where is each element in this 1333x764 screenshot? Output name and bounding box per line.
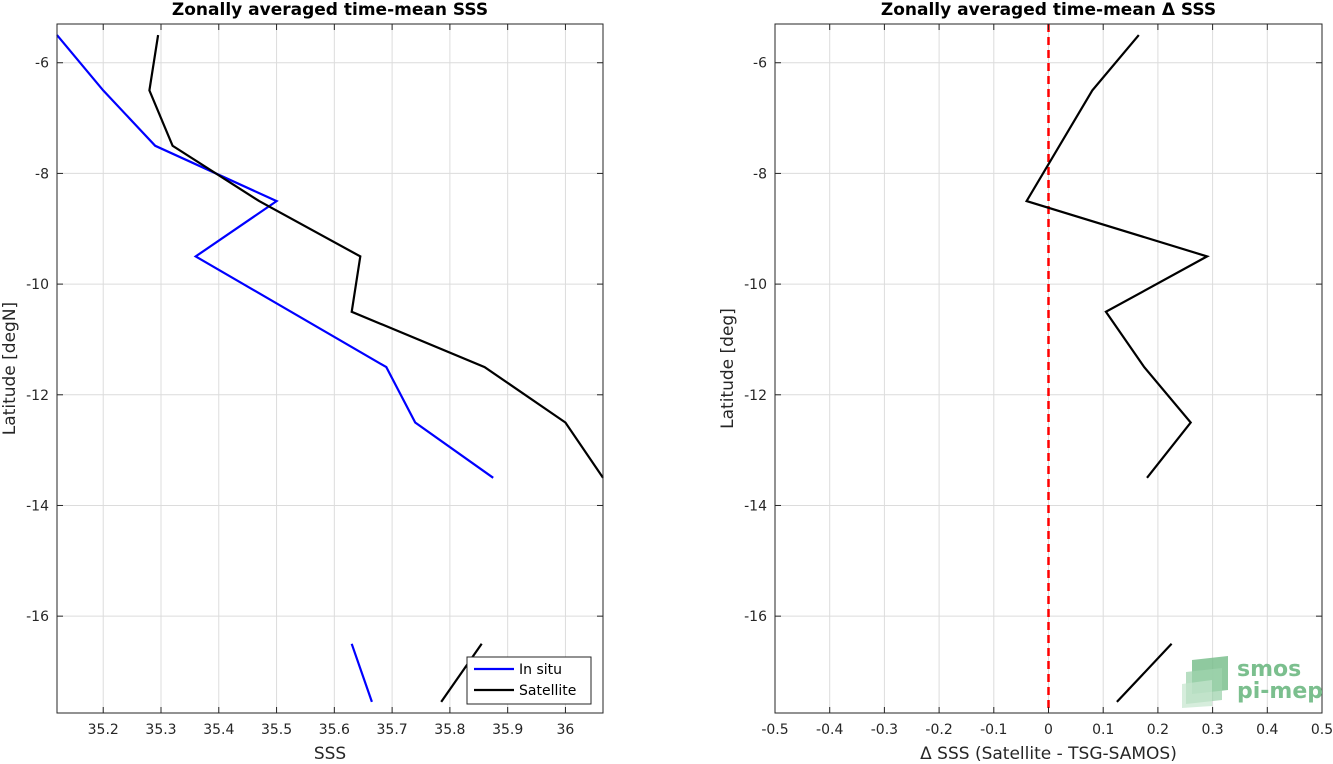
- x-tick-label: 35.2: [88, 722, 119, 738]
- left-chart-title: Zonally averaged time-mean SSS: [172, 0, 488, 20]
- y-tick-label: -6: [753, 56, 767, 72]
- logo-text-smos: smos: [1237, 657, 1301, 682]
- x-tick-label: 0.5: [1311, 722, 1333, 738]
- left-y-ticks: -16 -14 -12 -10 -8 -6: [26, 56, 603, 625]
- x-tick-label: 35.4: [203, 722, 234, 738]
- x-tick-label: -0.5: [761, 722, 788, 738]
- y-tick-label: -10: [26, 277, 49, 293]
- x-tick-label: -0.3: [871, 722, 898, 738]
- y-tick-label: -8: [35, 166, 49, 182]
- right-x-axis-label: Δ SSS (Satellite - TSG-SAMOS): [920, 744, 1177, 764]
- x-tick-label: 35.7: [377, 722, 408, 738]
- right-plot-lines: [1024, 34, 1210, 703]
- x-tick-label: -0.4: [816, 722, 843, 738]
- x-tick-label: 0: [1044, 722, 1053, 738]
- legend-label-satellite: Satellite: [519, 683, 576, 699]
- left-plot-lines: [56, 34, 604, 703]
- left-panel: 35.2 35.3 35.4 35.5 35.6 35.7 35.8 35.9 36 -16-1…: [0, 0, 604, 764]
- legend-box: [466, 656, 592, 705]
- right-panel: -0.5 -0.4 -0.3 -0.2 -0.1 0 0.1 0.2 0.3 0.4 0.5 -16…: [718, 0, 1333, 764]
- left-axes-frame: [56, 23, 604, 714]
- left-x-axis-label: SSS: [314, 744, 346, 764]
- x-tick-label: 0.4: [1256, 722, 1278, 738]
- x-tick-label: -0.2: [925, 722, 952, 738]
- y-tick-label: -10: [744, 277, 767, 293]
- logo-emblem-icon: [1182, 656, 1228, 708]
- left-y-axis-label: Latitude [degN]: [0, 302, 20, 435]
- y-tick-label: -8: [753, 166, 767, 182]
- series-line-series-0: [1024, 34, 1210, 479]
- x-tick-label: 36: [557, 722, 575, 738]
- legend: In situ Satellite: [466, 656, 592, 705]
- x-tick-label: 0.1: [1092, 722, 1114, 738]
- y-tick-label: -6: [35, 56, 49, 72]
- y-tick-label: -16: [744, 609, 767, 625]
- y-tick-label: -12: [744, 388, 767, 404]
- x-tick-label: 35.5: [261, 722, 292, 738]
- x-tick-label: 35.8: [434, 722, 465, 738]
- y-tick-label: -14: [26, 498, 49, 514]
- left-x-ticks: 35.2 35.3 35.4 35.5 35.6 35.7 35.8 35.9 36: [88, 24, 575, 738]
- y-tick-label: -14: [744, 498, 767, 514]
- series-line-satellite: [440, 643, 483, 703]
- logo-text-pi-mep: pi-mep: [1237, 679, 1323, 704]
- x-tick-label: 35.6: [319, 722, 350, 738]
- right-y-axis-label: Latitude [deg]: [718, 308, 738, 429]
- x-tick-label: 0.3: [1201, 722, 1223, 738]
- series-line-in-situ: [350, 643, 373, 703]
- x-tick-label: 35.3: [145, 722, 176, 738]
- legend-label-in-situ: In situ: [519, 662, 562, 678]
- x-tick-label: 0.2: [1147, 722, 1169, 738]
- smos-pi-mep-logo: smos pi-mep: [1182, 656, 1323, 708]
- series-line-in-situ: [56, 34, 494, 479]
- x-tick-label: 35.9: [492, 722, 523, 738]
- left-grid: [57, 24, 603, 713]
- right-y-ticks: -16 -14 -12 -10 -8 -6: [744, 56, 1322, 625]
- series-line-satellite: [148, 34, 604, 479]
- right-x-ticks: -0.5 -0.4 -0.3 -0.2 -0.1 0 0.1 0.2 0.3 0.4 0.5: [761, 24, 1333, 738]
- series-line-series-0: [1116, 643, 1173, 703]
- right-chart-title: Zonally averaged time-mean Δ SSS: [881, 0, 1216, 20]
- y-tick-label: -16: [26, 609, 49, 625]
- y-tick-label: -12: [26, 388, 49, 404]
- x-tick-label: -0.1: [980, 722, 1007, 738]
